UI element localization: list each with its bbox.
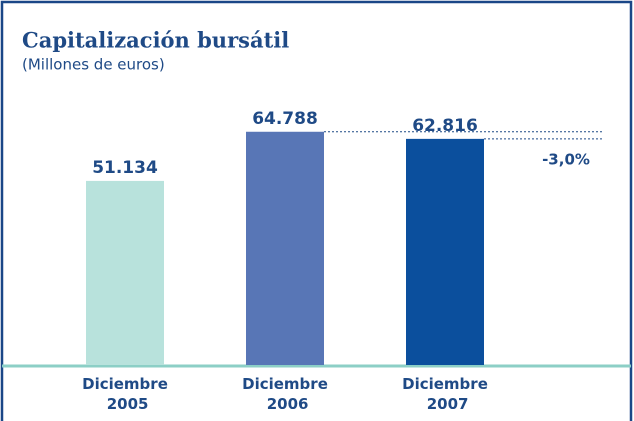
value-label: 62.816 xyxy=(412,116,478,136)
x-tick-label: Diciembre 2006 xyxy=(242,375,328,413)
value-label: 64.788 xyxy=(252,109,318,129)
bar xyxy=(406,138,484,365)
bar xyxy=(86,180,164,365)
annotation: -3,0% xyxy=(542,151,590,169)
chart-subtitle: (Millones de euros) xyxy=(22,56,165,74)
chart-title: Capitalización bursátil xyxy=(22,28,289,53)
bar xyxy=(246,131,324,365)
x-tick-label: Diciembre 2007 xyxy=(402,375,488,413)
value-label: 51.134 xyxy=(92,158,158,178)
x-tick-label: Diciembre 2005 xyxy=(82,375,168,413)
